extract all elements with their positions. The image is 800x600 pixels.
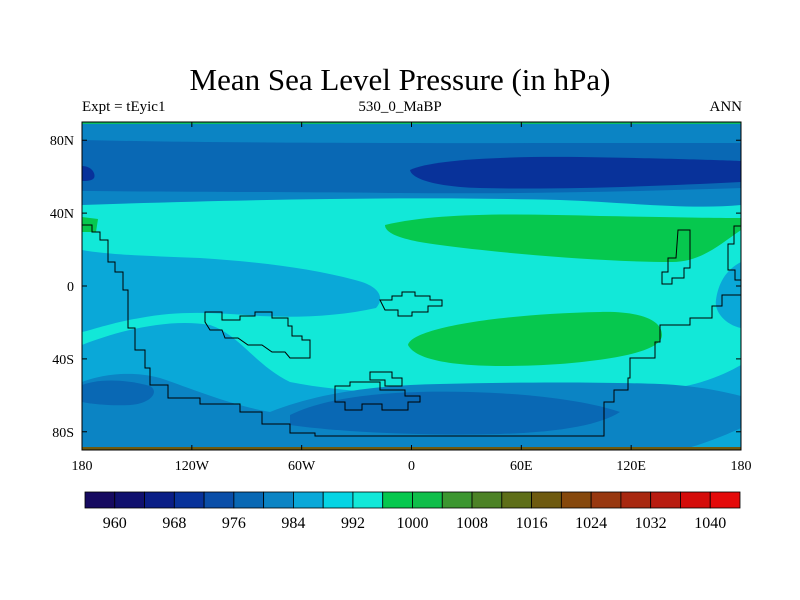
colorbar-box xyxy=(114,491,145,509)
y-axis-ticks: 80N 40N 0 40S 80S xyxy=(50,134,741,441)
coastline-southern-islands xyxy=(334,381,421,411)
field-north-low-west xyxy=(82,166,95,181)
colorbar-box xyxy=(263,491,294,509)
coastline-inland-sea xyxy=(204,311,311,359)
field-north-low-core xyxy=(410,156,741,189)
colorbar-box xyxy=(352,491,384,509)
field-west-band xyxy=(82,250,381,332)
colorbar-box xyxy=(441,491,473,509)
colorbar-label: 968 xyxy=(162,515,186,532)
time-slice-label: 530_0_MaBP xyxy=(358,99,442,115)
colorbar-label: 1016 xyxy=(516,515,548,532)
x-tick-label: 180 xyxy=(731,459,752,474)
colorbar-box xyxy=(293,491,324,509)
colorbar-label: 1008 xyxy=(456,515,488,532)
coastline-east-edge xyxy=(727,225,741,281)
colorbar-box xyxy=(471,491,503,509)
y-tick-label: 80S xyxy=(52,426,74,441)
colorbar-label: 976 xyxy=(222,515,246,532)
colorbar-box xyxy=(560,491,592,509)
colorbar-label: 984 xyxy=(281,515,305,532)
coastline-west-continent xyxy=(82,224,741,437)
colorbar-label: 1000 xyxy=(397,515,429,532)
colorbar-box xyxy=(84,491,116,509)
coastline-east-spur xyxy=(661,229,691,285)
colorbar-label: 1032 xyxy=(635,515,667,532)
y-tick-label: 0 xyxy=(67,280,74,295)
field-south-low-west xyxy=(82,380,154,406)
colorbar-box xyxy=(531,491,562,509)
colorbar-box xyxy=(680,491,711,509)
colorbar-box xyxy=(233,491,265,509)
colorbar-box xyxy=(650,491,681,509)
colorbar-label: 960 xyxy=(103,515,127,532)
x-axis-ticks: 180 120W 60W 0 60E 120E 180 xyxy=(72,122,752,474)
x-tick-label: 0 xyxy=(408,459,415,474)
colorbar: 960 968 976 984 992 1000 1008 1016 1024 1032 1040 xyxy=(84,491,741,532)
coastline-equatorial-island xyxy=(379,291,443,317)
y-tick-label: 40S xyxy=(52,353,74,368)
field-north-high xyxy=(385,214,741,262)
colorbar-label: 992 xyxy=(341,515,365,532)
colorbar-box xyxy=(322,491,354,509)
x-tick-label: 120E xyxy=(616,459,646,474)
colorbar-label: 1024 xyxy=(575,515,607,532)
colorbar-box xyxy=(590,491,622,509)
y-tick-label: 80N xyxy=(50,134,74,149)
colorbar-box xyxy=(620,491,652,509)
colorbar-box xyxy=(412,491,443,509)
field-south-high xyxy=(408,311,662,367)
colorbar-box xyxy=(144,491,175,509)
colorbar-label: 1040 xyxy=(694,515,726,532)
chart-title: Mean Sea Level Pressure (in hPa) xyxy=(189,62,611,97)
coastlines xyxy=(82,224,741,437)
season-label: ANN xyxy=(709,99,743,115)
colorbar-box xyxy=(709,491,741,509)
x-tick-label: 180 xyxy=(72,459,93,474)
x-tick-label: 60W xyxy=(288,459,316,474)
colorbar-box xyxy=(203,491,235,509)
field-south-low xyxy=(290,391,620,435)
x-tick-label: 120W xyxy=(175,459,210,474)
x-tick-label: 60E xyxy=(510,459,533,474)
colorbar-box xyxy=(382,491,413,509)
y-tick-label: 40N xyxy=(50,207,74,222)
pressure-field xyxy=(82,122,741,450)
colorbar-box xyxy=(501,491,532,509)
experiment-label: Expt = tEyic1 xyxy=(82,99,166,115)
colorbar-box xyxy=(173,491,205,509)
coastline-southern-islet xyxy=(369,371,403,387)
